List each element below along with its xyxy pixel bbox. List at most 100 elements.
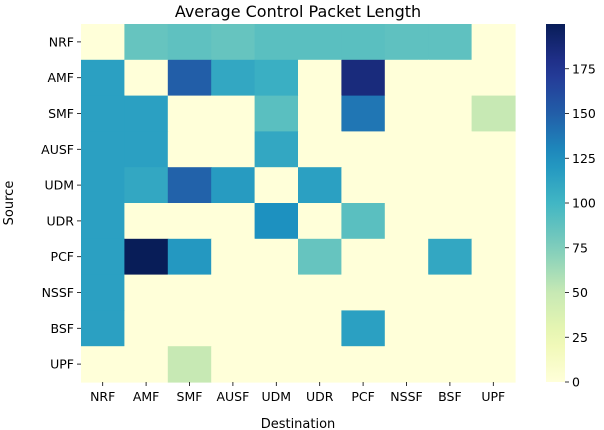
x-tick-label: BSF	[438, 389, 461, 404]
colorbar-tick-label: 75	[572, 240, 588, 255]
heatmap-cell	[471, 346, 516, 383]
heatmap-cell	[298, 167, 342, 204]
heatmap-cell	[341, 24, 386, 61]
heatmap-cell	[167, 238, 212, 276]
x-tick-label: UDM	[262, 389, 292, 404]
heatmap-cell	[211, 346, 256, 383]
heatmap-cell	[471, 167, 516, 204]
heatmap-cell	[298, 310, 342, 347]
x-tick-label: NRF	[90, 389, 115, 404]
heatmap-cell	[384, 346, 429, 383]
heatmap-cell	[211, 167, 256, 204]
colorbar-tick-label: 125	[572, 151, 596, 166]
y-tick-label: NSSF	[42, 285, 74, 300]
x-tick-label: UPF	[481, 389, 505, 404]
heatmap-cell	[428, 310, 473, 347]
heatmap-cell	[471, 24, 516, 61]
heatmap-cell	[167, 167, 212, 204]
x-tick-label: SMF	[177, 389, 203, 404]
heatmap-cell	[254, 310, 299, 347]
x-axis-label: Destination	[261, 417, 336, 430]
y-tick-label: SMF	[48, 106, 74, 121]
heatmap-cell	[384, 274, 429, 311]
heatmap-cell	[81, 59, 125, 97]
heatmap-cell	[211, 59, 256, 97]
y-tick-label: PCF	[51, 249, 74, 264]
heatmap-cell	[254, 95, 299, 132]
heatmap-cell	[384, 24, 429, 61]
heatmap-cell	[298, 203, 342, 240]
colorbar-tick-label: 50	[572, 285, 588, 300]
heatmap-cell	[471, 274, 516, 311]
heatmap-cell	[384, 310, 429, 347]
heatmap-cell	[341, 238, 386, 276]
heatmap-cell	[167, 59, 212, 97]
heatmap-cell	[211, 131, 256, 168]
y-axis-ticks: NRF AMF SMF AUSF UDM UDR PCF NSSF BSF UPF	[41, 34, 81, 372]
y-tick-label: AUSF	[41, 142, 74, 157]
heatmap-cell	[341, 310, 386, 347]
heatmap-cell	[428, 24, 473, 61]
heatmap-cell	[298, 274, 342, 311]
heatmap-cell	[81, 131, 125, 168]
heatmap-cell	[124, 95, 169, 132]
heatmap-cell	[428, 274, 473, 311]
heatmap-cell	[124, 131, 169, 168]
heatmap-cell	[428, 203, 473, 240]
heatmap-cell	[471, 95, 516, 132]
heatmap-cell	[81, 24, 125, 61]
colorbar-tick-label: 25	[572, 330, 588, 345]
colorbar-tick-label: 175	[572, 61, 596, 76]
heatmap-cell	[384, 95, 429, 132]
heatmap-cell	[211, 203, 256, 240]
heatmap-cell	[384, 59, 429, 97]
heatmap-cell	[384, 131, 429, 168]
heatmap-cell	[81, 203, 125, 240]
heatmap-cell	[167, 274, 212, 311]
heatmap-cell	[167, 310, 212, 347]
heatmap-cell	[428, 346, 473, 383]
y-tick-label: BSF	[51, 321, 74, 336]
heatmap-cell	[81, 310, 125, 347]
heatmap-cell	[81, 346, 125, 383]
heatmap-cell	[167, 95, 212, 132]
heatmap-cell	[428, 59, 473, 97]
heatmap-cell	[211, 95, 256, 132]
heatmap-cell	[428, 131, 473, 168]
heatmap-cell	[298, 131, 342, 168]
heatmap-cell	[167, 131, 212, 168]
y-tick-label: NRF	[49, 34, 74, 49]
heatmap-cell	[124, 274, 169, 311]
heatmap-cell	[471, 203, 516, 240]
heatmap-cell	[254, 131, 299, 168]
heatmap-cell	[81, 274, 125, 311]
heatmap-cells	[81, 24, 516, 383]
heatmap-cell	[211, 24, 256, 61]
colorbar-tick-label: 0	[572, 375, 580, 390]
heatmap-cell	[254, 346, 299, 383]
heatmap-cell	[298, 24, 342, 61]
heatmap-cell	[254, 203, 299, 240]
heatmap-cell	[341, 131, 386, 168]
heatmap-cell	[81, 95, 125, 132]
heatmap-cell	[124, 238, 169, 276]
heatmap-cell	[471, 238, 516, 276]
y-tick-label: UPF	[50, 357, 74, 372]
heatmap-cell	[254, 274, 299, 311]
colorbar-tick-label: 100	[572, 196, 596, 211]
heatmap-cell	[254, 167, 299, 204]
heatmap-cell	[167, 24, 212, 61]
x-tick-label: NSSF	[390, 389, 422, 404]
heatmap-cell	[428, 238, 473, 276]
heatmap-cell	[471, 131, 516, 168]
colorbar	[546, 24, 565, 382]
heatmap-cell	[341, 274, 386, 311]
heatmap-cell	[384, 203, 429, 240]
x-tick-label: UDR	[306, 389, 334, 404]
heatmap-cell	[81, 167, 125, 204]
heatmap-cell	[471, 310, 516, 347]
heatmap-cell	[298, 346, 342, 383]
heatmap-cell	[211, 310, 256, 347]
heatmap-cell	[124, 346, 169, 383]
